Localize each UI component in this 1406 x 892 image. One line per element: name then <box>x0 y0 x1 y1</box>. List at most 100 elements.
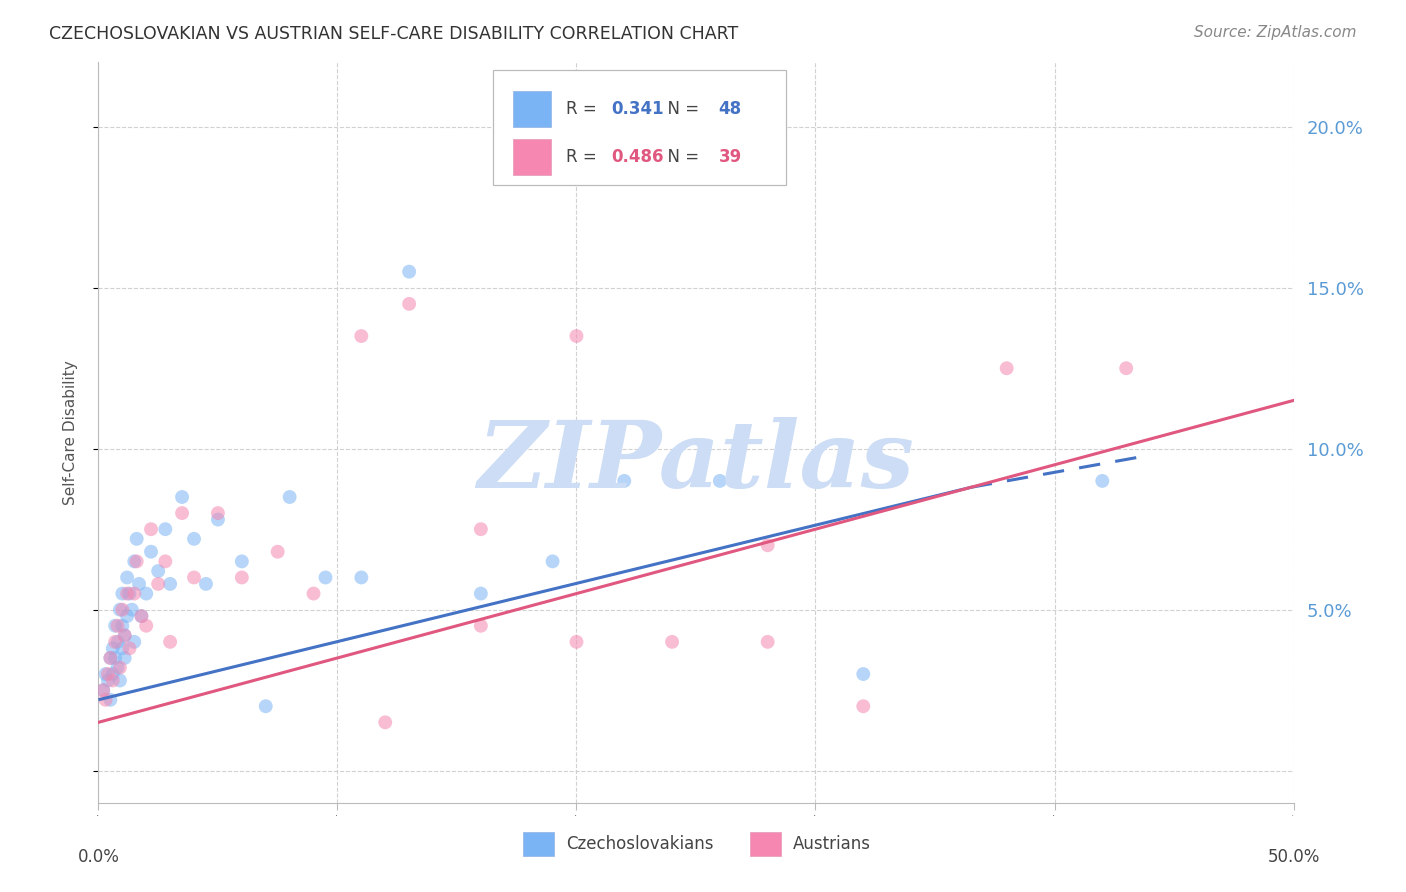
FancyBboxPatch shape <box>523 832 554 856</box>
Text: 0.486: 0.486 <box>612 148 664 166</box>
Point <box>148 577 170 591</box>
Point <box>267 545 290 559</box>
Point <box>470 619 492 633</box>
Point <box>995 361 1018 376</box>
Point <box>98 651 122 665</box>
Text: Czechoslovakians: Czechoslovakians <box>565 835 713 854</box>
Point <box>91 683 114 698</box>
Point <box>91 683 114 698</box>
Point <box>398 265 420 279</box>
Point <box>111 641 134 656</box>
Point <box>121 602 143 616</box>
FancyBboxPatch shape <box>749 832 780 856</box>
Point <box>97 673 120 688</box>
Text: 0.0%: 0.0% <box>77 848 120 866</box>
Point <box>114 628 136 642</box>
Point <box>709 474 731 488</box>
Point <box>115 570 138 584</box>
Point <box>852 699 875 714</box>
Point <box>124 635 146 649</box>
Text: 48: 48 <box>718 100 742 118</box>
Point <box>104 651 127 665</box>
Point <box>1115 361 1137 376</box>
Point <box>350 570 373 584</box>
Point <box>155 554 177 568</box>
Point <box>131 609 153 624</box>
Point <box>108 602 131 616</box>
Point <box>98 693 122 707</box>
Point <box>128 577 150 591</box>
Text: 0.341: 0.341 <box>612 100 664 118</box>
Text: N =: N = <box>657 100 704 118</box>
Text: ZIPatlas: ZIPatlas <box>478 417 914 508</box>
Point <box>111 602 134 616</box>
Point <box>159 635 181 649</box>
Point <box>135 619 157 633</box>
Point <box>107 619 129 633</box>
Point <box>172 490 194 504</box>
Point <box>115 609 138 624</box>
Point <box>118 641 141 656</box>
Point <box>172 506 194 520</box>
Point <box>101 673 124 688</box>
Point <box>107 635 129 649</box>
Point <box>254 699 277 714</box>
Point <box>148 564 170 578</box>
Point <box>315 570 337 584</box>
Point <box>374 715 396 730</box>
Point <box>104 619 127 633</box>
Text: R =: R = <box>565 100 602 118</box>
Text: R =: R = <box>565 148 602 166</box>
Text: Source: ZipAtlas.com: Source: ZipAtlas.com <box>1194 25 1357 40</box>
Point <box>107 660 129 674</box>
Point <box>94 667 117 681</box>
Point <box>852 667 875 681</box>
Point <box>398 297 420 311</box>
Point <box>155 522 177 536</box>
Point <box>470 586 492 600</box>
Point <box>101 667 124 681</box>
Point <box>98 651 122 665</box>
Point <box>139 522 162 536</box>
Point <box>114 651 136 665</box>
Text: 50.0%: 50.0% <box>1267 848 1320 866</box>
Point <box>111 586 134 600</box>
Text: Austrians: Austrians <box>793 835 870 854</box>
Point <box>115 586 138 600</box>
Point <box>183 532 205 546</box>
Point <box>183 570 205 584</box>
Point <box>104 635 127 649</box>
Point <box>195 577 218 591</box>
Point <box>756 538 779 552</box>
Point <box>278 490 301 504</box>
FancyBboxPatch shape <box>513 91 551 127</box>
Point <box>231 570 253 584</box>
Point <box>94 693 117 707</box>
Point <box>1091 474 1114 488</box>
Point <box>613 474 636 488</box>
Point <box>135 586 157 600</box>
Text: CZECHOSLOVAKIAN VS AUSTRIAN SELF-CARE DISABILITY CORRELATION CHART: CZECHOSLOVAKIAN VS AUSTRIAN SELF-CARE DI… <box>49 25 738 43</box>
Point <box>565 329 588 343</box>
Point <box>756 635 779 649</box>
Point <box>207 506 229 520</box>
Point <box>541 554 564 568</box>
Point <box>124 586 146 600</box>
Point <box>207 512 229 526</box>
Point <box>470 522 492 536</box>
Point <box>131 609 153 624</box>
Point <box>111 619 134 633</box>
Point <box>108 660 131 674</box>
Y-axis label: Self-Care Disability: Self-Care Disability <box>63 360 77 505</box>
FancyBboxPatch shape <box>513 139 551 175</box>
Point <box>661 635 683 649</box>
Point <box>114 628 136 642</box>
Point <box>350 329 373 343</box>
FancyBboxPatch shape <box>494 70 786 185</box>
Point <box>101 641 124 656</box>
Point <box>302 586 325 600</box>
Point <box>565 635 588 649</box>
Point <box>159 577 181 591</box>
Point <box>118 586 141 600</box>
Point <box>125 554 148 568</box>
